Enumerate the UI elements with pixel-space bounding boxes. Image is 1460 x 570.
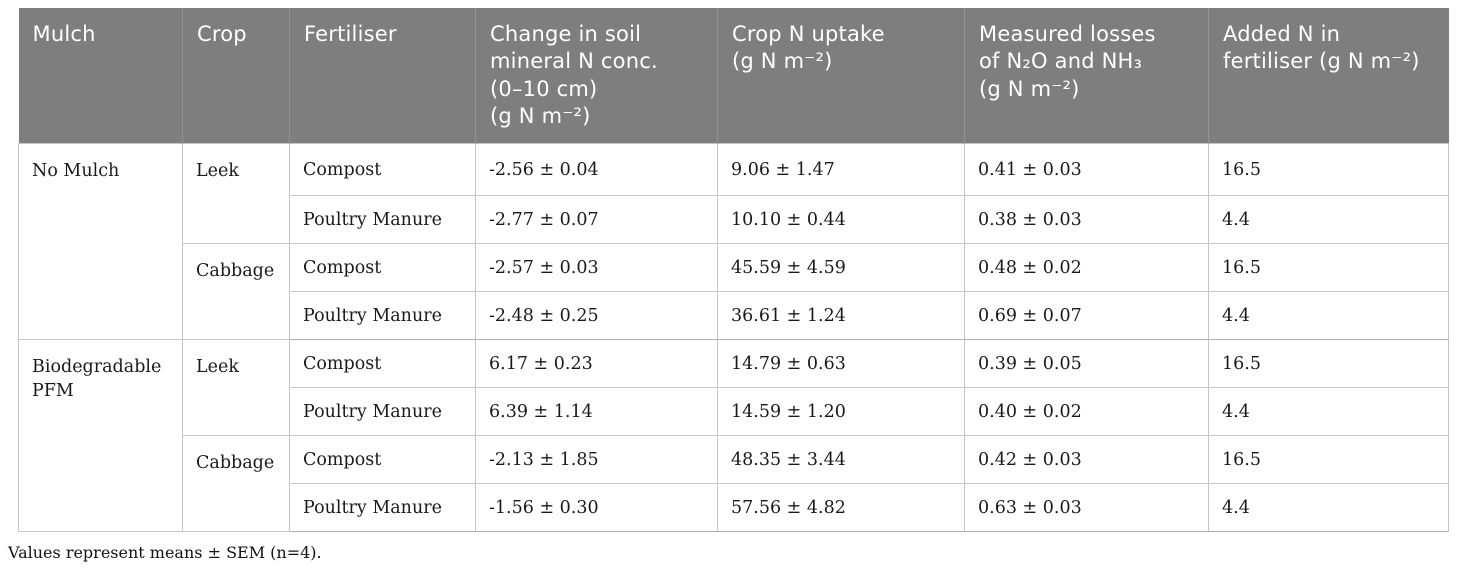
cell-soil-n-change: -2.56 ± 0.04 <box>475 143 718 197</box>
cell-fertiliser: Poultry Manure <box>289 291 476 341</box>
cell-n-losses: 0.42 ± 0.03 <box>964 435 1209 485</box>
cell-crop-n-uptake: 10.10 ± 0.44 <box>717 195 965 245</box>
cell-added-n: 4.4 <box>1208 195 1449 245</box>
cell-crop: Leek <box>182 143 290 245</box>
cell-added-n: 4.4 <box>1208 291 1449 341</box>
cell-soil-n-change: -1.56 ± 0.30 <box>475 483 718 533</box>
cell-n-losses: 0.48 ± 0.02 <box>964 243 1209 293</box>
cell-crop: Cabbage <box>182 243 290 341</box>
cell-n-losses: 0.39 ± 0.05 <box>964 339 1209 389</box>
cell-n-losses: 0.63 ± 0.03 <box>964 483 1209 533</box>
cell-added-n: 16.5 <box>1208 143 1449 197</box>
cell-added-n: 16.5 <box>1208 243 1449 293</box>
cell-added-n: 16.5 <box>1208 339 1449 389</box>
table-row: Poultry Manure -2.77 ± 0.07 10.10 ± 0.44… <box>19 195 1449 245</box>
cell-fertiliser: Compost <box>289 435 476 485</box>
cell-mulch: Biodegradable PFM <box>18 339 183 533</box>
cell-crop-n-uptake: 57.56 ± 4.82 <box>717 483 965 533</box>
col-header-n-losses: Measured losses of N₂O and NH₃ (g N m⁻²) <box>964 8 1209 144</box>
table-row: Poultry Manure -2.48 ± 0.25 36.61 ± 1.24… <box>19 291 1449 341</box>
cell-crop: Leek <box>182 339 290 437</box>
cell-crop-n-uptake: 14.79 ± 0.63 <box>717 339 965 389</box>
col-header-mulch: Mulch <box>18 8 183 144</box>
cell-mulch: No Mulch <box>18 143 183 341</box>
cell-fertiliser: Compost <box>289 339 476 389</box>
col-header-crop: Crop <box>182 8 290 144</box>
header-row: Mulch Crop Fertiliser Change in soil min… <box>18 8 1449 144</box>
cell-crop-n-uptake: 14.59 ± 1.20 <box>717 387 965 437</box>
table-row: Biodegradable PFM Leek Compost 6.17 ± 0.… <box>18 339 1449 533</box>
table-header: Mulch Crop Fertiliser Change in soil min… <box>18 8 1449 144</box>
cell-soil-n-change: 6.39 ± 1.14 <box>475 387 718 437</box>
cell-soil-n-change: -2.57 ± 0.03 <box>475 243 718 293</box>
cell-soil-n-change: -2.77 ± 0.07 <box>475 195 718 245</box>
cell-n-losses: 0.69 ± 0.07 <box>964 291 1209 341</box>
cell-added-n: 4.4 <box>1208 483 1449 533</box>
cell-soil-n-change: -2.48 ± 0.25 <box>475 291 718 341</box>
cell-fertiliser: Poultry Manure <box>289 483 476 533</box>
table-row: No Mulch Leek Compost -2.56 ± 0.04 9.06 … <box>18 143 1449 341</box>
cell-crop-n-uptake: 9.06 ± 1.47 <box>717 143 965 197</box>
cell-fertiliser: Compost <box>289 243 476 293</box>
cell-crop-n-uptake: 48.35 ± 3.44 <box>717 435 965 485</box>
col-header-soil-n-change: Change in soil mineral N conc. (0–10 cm)… <box>475 8 718 144</box>
table-row: Poultry Manure -1.56 ± 0.30 57.56 ± 4.82… <box>19 483 1449 533</box>
cell-n-losses: 0.41 ± 0.03 <box>964 143 1209 197</box>
table-row: Cabbage Compost -2.57 ± 0.03 45.59 ± 4.5… <box>19 243 1449 341</box>
data-table: Mulch Crop Fertiliser Change in soil min… <box>18 8 1449 533</box>
table-footnote: Values represent means ± SEM (n=4). <box>8 543 322 563</box>
col-header-fertiliser: Fertiliser <box>289 8 476 144</box>
col-header-crop-n-uptake: Crop N uptake (g N m⁻²) <box>717 8 965 144</box>
cell-soil-n-change: -2.13 ± 1.85 <box>475 435 718 485</box>
table-row: Poultry Manure 6.39 ± 1.14 14.59 ± 1.20 … <box>19 387 1449 437</box>
cell-crop-n-uptake: 45.59 ± 4.59 <box>717 243 965 293</box>
cell-fertiliser: Poultry Manure <box>289 387 476 437</box>
cell-fertiliser: Poultry Manure <box>289 195 476 245</box>
cell-crop-n-uptake: 36.61 ± 1.24 <box>717 291 965 341</box>
cell-n-losses: 0.38 ± 0.03 <box>964 195 1209 245</box>
cell-n-losses: 0.40 ± 0.02 <box>964 387 1209 437</box>
cell-added-n: 16.5 <box>1208 435 1449 485</box>
cell-crop: Cabbage <box>182 435 290 533</box>
cell-added-n: 4.4 <box>1208 387 1449 437</box>
cell-fertiliser: Compost <box>289 143 476 197</box>
col-header-added-n: Added N in fertiliser (g N m⁻²) <box>1208 8 1449 144</box>
table-body: No Mulch Leek Compost -2.56 ± 0.04 9.06 … <box>18 143 1449 533</box>
cell-soil-n-change: 6.17 ± 0.23 <box>475 339 718 389</box>
table-row: Cabbage Compost -2.13 ± 1.85 48.35 ± 3.4… <box>19 435 1449 533</box>
